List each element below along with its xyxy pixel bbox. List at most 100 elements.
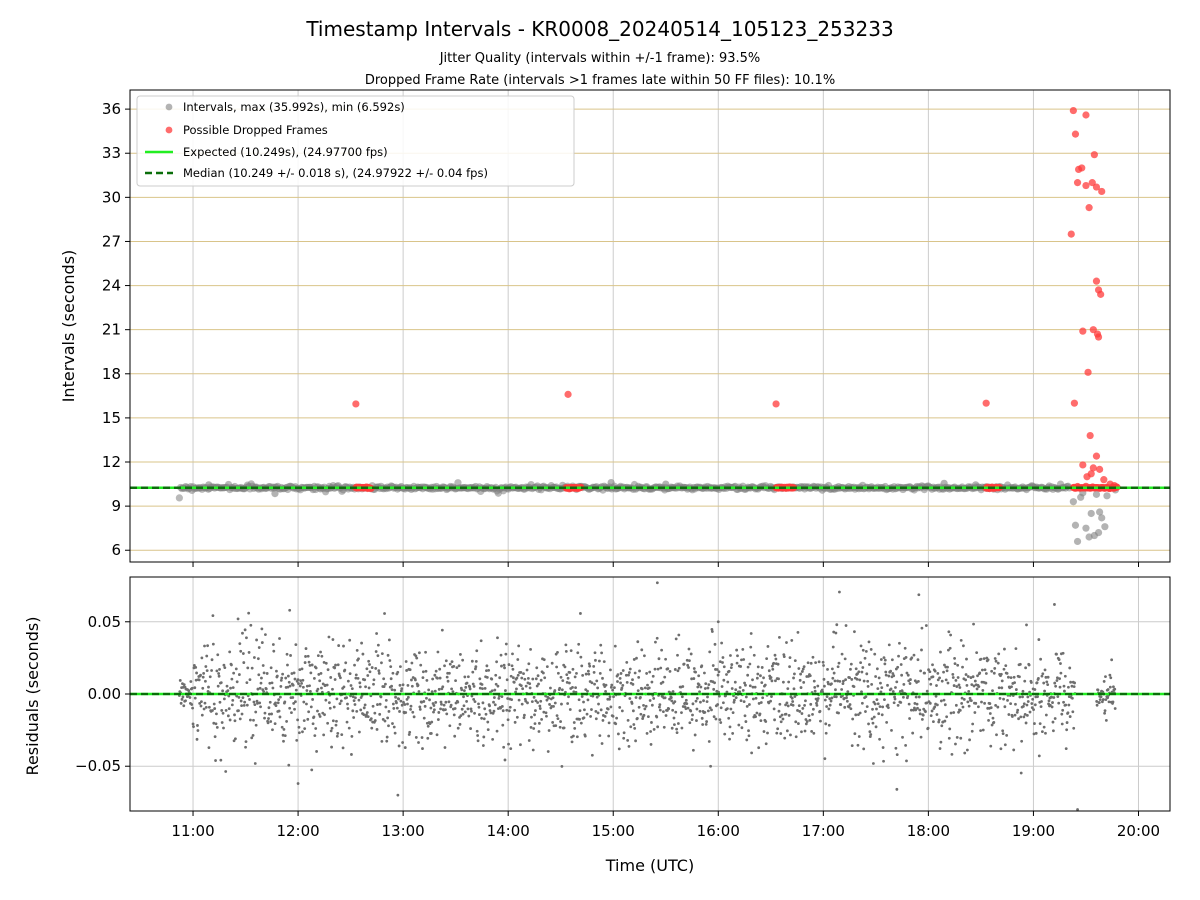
residual-point [1014,647,1018,650]
interval-point-outlier [1094,528,1103,537]
residual-point [943,663,946,667]
residual-point [798,710,802,713]
residual-point [230,677,234,681]
residual-point [933,705,937,709]
residual-point [225,684,229,688]
residual-point [791,703,795,707]
residual-point [863,656,867,660]
residual-point [301,730,304,734]
residual-point [675,731,679,735]
residual-point [534,677,538,681]
residual-point [248,678,252,681]
dropped-frame-point [1092,277,1101,285]
residual-point [389,677,393,681]
residual-point [928,670,932,674]
residual-point [915,702,919,706]
residual-point [403,746,407,749]
residual-point [430,720,434,724]
residual-point [214,722,218,726]
residual-point [952,684,956,687]
residual-point [200,656,204,660]
residuals-points [177,581,1117,811]
residual-point [443,746,447,749]
intervals-y-tick-label: 21 [102,321,121,339]
residual-point [1019,771,1023,775]
residual-point [919,669,923,673]
residual-point [397,697,401,701]
residual-point [725,707,729,710]
x-axis-label: Time (UTC) [605,856,694,875]
residual-point [376,654,380,658]
residual-point [205,654,209,658]
residual-point [938,747,942,750]
residual-point [775,731,779,735]
residual-point [256,701,259,705]
intervals-x-ticks [192,562,1139,567]
residual-point [243,628,247,632]
residual-point [211,614,215,618]
dropped-frame-point [1078,164,1086,172]
residual-point [606,707,610,711]
residual-point [802,665,806,668]
residual-point [761,696,765,700]
residual-point [329,676,333,679]
residual-point [868,663,871,666]
dropped-frame-point [1082,181,1090,190]
residual-point [502,745,506,749]
residual-point [895,753,899,757]
residual-point [990,723,994,727]
residual-point [997,686,1001,690]
residual-point [996,705,1000,709]
residual-point [220,709,224,712]
residual-point [492,700,495,704]
residual-point [304,655,307,658]
residual-point [334,663,337,667]
residual-point [959,736,963,740]
residual-point [378,712,382,716]
residual-point [1070,696,1074,700]
residual-point [621,683,625,687]
residual-point [251,733,255,737]
residual-point [211,642,215,646]
residual-point [703,687,707,690]
residual-point [832,671,836,675]
residual-point [860,670,864,674]
residual-point [796,722,800,725]
residual-point [911,731,915,735]
residual-point [366,674,370,677]
interval-point [175,494,183,502]
residual-point [361,652,365,656]
residual-point [279,685,283,688]
residual-point [787,713,791,717]
residual-point [629,725,633,729]
residual-point [506,718,510,722]
residual-point [716,673,720,677]
residual-point [559,720,562,723]
intervals-y-tick-label: 33 [102,144,121,162]
legend-marker-dropped [165,126,173,134]
residual-point [313,734,317,738]
residual-point [946,681,950,685]
residual-point [423,704,427,708]
residual-point [875,707,878,711]
residual-point [500,705,504,708]
residual-point [330,745,333,749]
residual-point [692,677,696,680]
residual-point [664,714,668,717]
residual-point [274,704,278,707]
residual-point [1021,689,1025,693]
residual-point [239,699,243,703]
residual-point [533,722,537,726]
residual-point [437,687,441,691]
residual-point [555,714,559,718]
residual-point [230,663,233,667]
residual-point [571,734,575,738]
residual-point [854,667,858,671]
residual-point [297,725,301,729]
residual-point [566,676,570,680]
residual-point [294,700,297,704]
residual-point [598,659,601,663]
residual-point [524,684,528,688]
residual-point [458,722,462,726]
residual-point [1109,676,1113,680]
